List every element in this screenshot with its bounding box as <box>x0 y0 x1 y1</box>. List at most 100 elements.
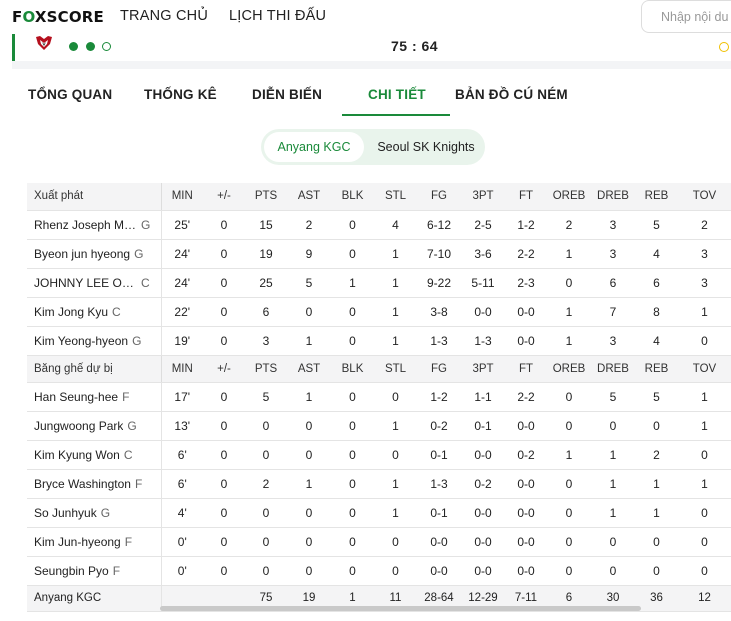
player-name[interactable]: Rhenz Joseph Ma... <box>34 217 137 232</box>
column-header[interactable]: OREB <box>547 355 591 383</box>
column-header[interactable]: AST <box>287 355 331 383</box>
tab-statistics[interactable]: THỐNG KÊ <box>144 87 217 102</box>
stat-cell: 0 <box>287 527 331 557</box>
player-name-cell[interactable]: Seungbin Pyo F <box>27 556 162 586</box>
stat-cell: 0 <box>203 411 245 441</box>
stat-cell: 1-3 <box>417 326 461 356</box>
column-header[interactable]: REB <box>635 183 678 211</box>
nav-home[interactable]: TRANG CHỦ <box>120 8 208 24</box>
player-name-cell[interactable]: Han Seung-hee F <box>27 382 162 412</box>
column-header[interactable]: BLK <box>331 183 374 211</box>
stat-cell: 9-22 <box>417 268 461 298</box>
column-header[interactable]: STL <box>374 355 417 383</box>
column-header[interactable]: FT <box>505 183 547 211</box>
stat-cell: 0 <box>331 297 374 327</box>
player-name-cell[interactable]: Bryce Washington F <box>27 469 162 499</box>
table-row[interactable]: Kim Jong Kyu C 22' 0 6 0 0 1 3-8 0-0 0-0 1 7 8 1 <box>27 297 731 327</box>
stat-cell: 1 <box>287 382 331 412</box>
stat-cell: 0 <box>287 556 331 586</box>
player-name[interactable]: Bryce Washington <box>34 476 131 491</box>
stat-cell: 0-0 <box>461 498 505 528</box>
player-name[interactable]: Byeon jun hyeong <box>34 246 131 261</box>
column-header[interactable]: MIN <box>161 355 203 383</box>
table-row[interactable]: So Junhyuk G 4' 0 0 0 0 1 0-1 0-0 0-0 0 1 1 0 <box>27 498 731 528</box>
table-row[interactable]: Bryce Washington F 6' 0 2 1 0 1 1-3 0-2 0-0 0 1 1 1 <box>27 469 731 499</box>
player-name[interactable]: Kim Jun-hyeong <box>34 534 121 549</box>
column-header[interactable]: REB <box>635 355 678 383</box>
player-name-cell[interactable]: So Junhyuk G <box>27 498 162 528</box>
column-header[interactable]: FG <box>417 183 461 211</box>
player-name[interactable]: Kim Yeong-hyeon <box>34 333 129 348</box>
player-name[interactable]: Seungbin Pyo <box>34 563 109 578</box>
table-row[interactable]: JOHNNY LEE O BR...C24'0255119-225-112-30… <box>27 268 731 298</box>
player-name-cell[interactable]: Kim Kyung Won C <box>27 440 162 470</box>
foxscore-logo[interactable]: FOXSCORE <box>12 8 104 26</box>
player-name-cell[interactable]: Rhenz Joseph Ma... G <box>27 210 162 240</box>
player-name-cell[interactable]: Kim Yeong-hyeon G <box>27 326 162 356</box>
column-header[interactable]: FG <box>417 355 461 383</box>
table-row[interactable]: Seungbin Pyo F 0' 0 0 0 0 0 0-0 0-0 0-0 0 0 0 0 <box>27 556 731 586</box>
column-header[interactable]: AST <box>287 183 331 211</box>
player-name[interactable]: So Junhyuk <box>34 505 97 520</box>
column-header[interactable]: DREB <box>591 355 635 383</box>
player-name[interactable]: Jungwoong Park <box>34 418 124 433</box>
column-header[interactable]: BLK <box>331 355 374 383</box>
tab-timeline[interactable]: DIỄN BIẾN <box>252 87 323 102</box>
stat-cell: 0 <box>374 382 417 412</box>
stat-cell: 2 <box>287 210 331 240</box>
player-name-cell[interactable]: Byeon jun hyeong G <box>27 239 162 269</box>
table-row[interactable]: Jungwoong Park G 13' 0 0 0 0 1 0-2 0-1 0-0 0 0 0 1 <box>27 411 731 441</box>
column-header[interactable]: DREB <box>591 183 635 211</box>
stat-cell: 1 <box>374 297 417 327</box>
column-header[interactable]: 3PT <box>461 183 505 211</box>
search-input[interactable]: Nhập nội du <box>641 0 731 33</box>
column-header[interactable]: +/- <box>203 355 245 383</box>
table-row[interactable]: Byeon jun hyeong G 24' 0 19 9 0 1 7-10 3-6 2-2 1 3 4 3 <box>27 239 731 269</box>
player-name-cell[interactable]: Kim Jun-hyeong F <box>27 527 162 557</box>
table-row[interactable]: Kim Kyung Won C 6' 0 0 0 0 0 0-1 0-0 0-2 1 1 2 0 <box>27 440 731 470</box>
horizontal-scrollbar[interactable] <box>160 606 641 611</box>
stat-cell: 0 <box>331 469 374 499</box>
nav-schedule[interactable]: LỊCH THI ĐẤU <box>229 8 327 24</box>
tab-details[interactable]: CHI TIẾT <box>368 87 426 102</box>
team-toggle-away[interactable]: Seoul SK Knights <box>377 140 475 154</box>
column-header[interactable]: 3PT <box>461 355 505 383</box>
player-name-cell[interactable]: Kim Jong Kyu C <box>27 297 162 327</box>
stat-cell: 0 <box>678 498 731 528</box>
column-header[interactable]: MIN <box>161 183 203 211</box>
stat-cell: 0 <box>203 382 245 412</box>
column-header[interactable]: FT <box>505 355 547 383</box>
column-header[interactable]: PTS <box>245 183 287 211</box>
player-name-cell[interactable]: Jungwoong Park G <box>27 411 162 441</box>
top-bar: FOXSCORE TRANG CHỦ LỊCH THI ĐẤU Nhập nội… <box>0 0 731 34</box>
column-header[interactable]: OREB <box>547 183 591 211</box>
tab-overview[interactable]: TỔNG QUAN <box>28 87 113 102</box>
stat-cell: 0 <box>203 469 245 499</box>
table-header-row: Băng ghế dự bị MIN +/- PTS AST BLK STL FG 3PT FT O… <box>27 355 731 383</box>
table-row[interactable]: Rhenz Joseph Ma... G 25' 0 15 2 0 4 6-12 2-5 1-2 2 3… <box>27 210 731 240</box>
player-position: G <box>134 246 144 261</box>
stat-cell: 0-1 <box>417 498 461 528</box>
player-name[interactable]: JOHNNY LEE O BR... <box>34 275 137 290</box>
table-row[interactable]: Kim Jun-hyeong F 0' 0 0 0 0 0 0-0 0-0 0-0 0 0 0 0 <box>27 527 731 557</box>
stat-cell: 1 <box>547 326 591 356</box>
stat-cell: 4 <box>635 239 678 269</box>
player-name[interactable]: Han Seung-hee <box>34 389 119 404</box>
table-row[interactable]: Kim Yeong-hyeon G 19' 0 3 1 0 1 1-3 1-3 0-0 1 3 4 0 <box>27 326 731 356</box>
table-row[interactable]: Han Seung-hee F 17' 0 5 1 0 0 1-2 1-1 2-2 0 5 5 1 <box>27 382 731 412</box>
player-position: F <box>122 389 130 404</box>
player-name[interactable]: Kim Kyung Won <box>34 447 120 462</box>
stat-cell: 1 <box>678 382 731 412</box>
column-header[interactable]: TOV <box>678 355 731 383</box>
column-header[interactable]: +/- <box>203 183 245 211</box>
player-name-cell[interactable]: JOHNNY LEE O BR... C <box>27 268 162 298</box>
column-header[interactable]: TOV <box>678 183 731 211</box>
player-name[interactable]: Kim Jong Kyu <box>34 304 109 319</box>
stat-cell: 5 <box>287 268 331 298</box>
team-toggle-home[interactable]: Anyang KGC <box>264 132 364 162</box>
stat-cell: 5-11 <box>461 268 505 298</box>
column-header[interactable]: PTS <box>245 355 287 383</box>
tab-shot-map[interactable]: BẢN ĐỒ CÚ NÉM <box>455 87 568 102</box>
stat-cell: 2 <box>547 210 591 240</box>
column-header[interactable]: STL <box>374 183 417 211</box>
